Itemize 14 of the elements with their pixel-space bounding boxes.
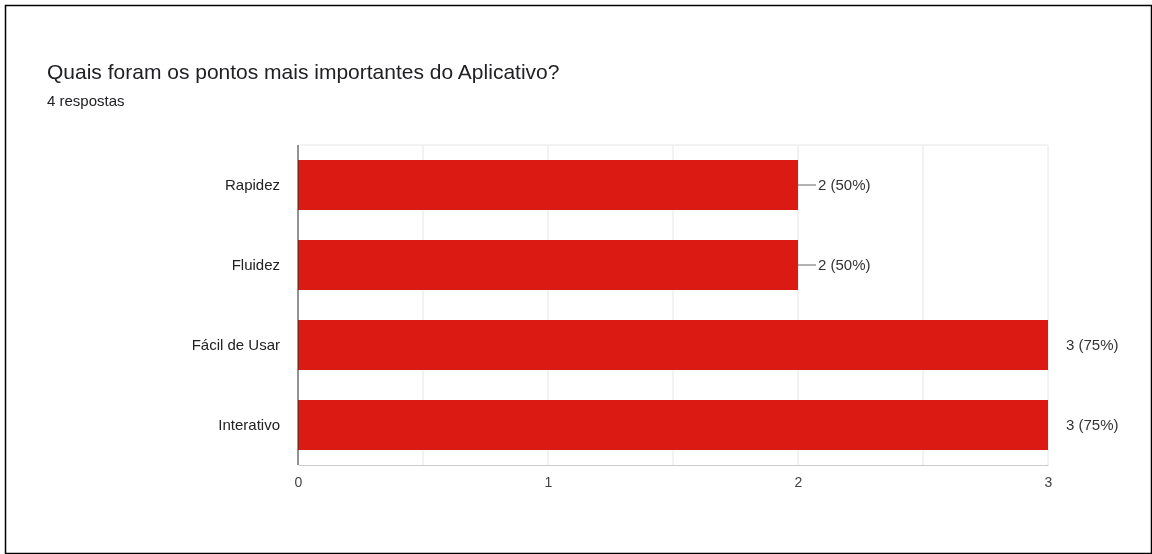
y-tick-label: Fácil de Usar bbox=[191, 335, 280, 353]
data-label: 3 (75%) bbox=[1066, 416, 1119, 434]
x-tick-label: 2 bbox=[794, 473, 803, 490]
x-tick-label: 0 bbox=[294, 473, 303, 490]
x-tick-label: 1 bbox=[544, 473, 553, 490]
y-tick-label: Rapidez bbox=[224, 175, 280, 193]
chart-title: Quais foram os pontos mais importantes do Aplicativo? bbox=[47, 60, 560, 83]
y-tick-label: Interativo bbox=[218, 415, 280, 433]
y-tick-label: Fluidez bbox=[231, 255, 280, 273]
data-label: 2 (50%) bbox=[818, 256, 871, 274]
x-tick-label: 3 bbox=[1044, 473, 1053, 490]
data-label: 3 (75%) bbox=[1066, 336, 1119, 354]
text: 4 respostas bbox=[47, 92, 125, 109]
data-label: 2 (50%) bbox=[818, 176, 871, 194]
